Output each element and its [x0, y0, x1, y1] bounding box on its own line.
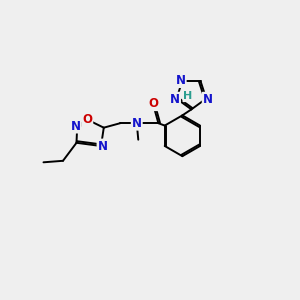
Text: O: O [82, 113, 92, 126]
Text: N: N [71, 120, 81, 133]
Text: N: N [176, 74, 186, 87]
Text: N: N [170, 93, 180, 106]
Text: N: N [98, 140, 107, 152]
Text: O: O [148, 97, 158, 110]
Text: N: N [132, 117, 142, 130]
Text: N: N [203, 93, 213, 106]
Text: H: H [183, 91, 193, 101]
